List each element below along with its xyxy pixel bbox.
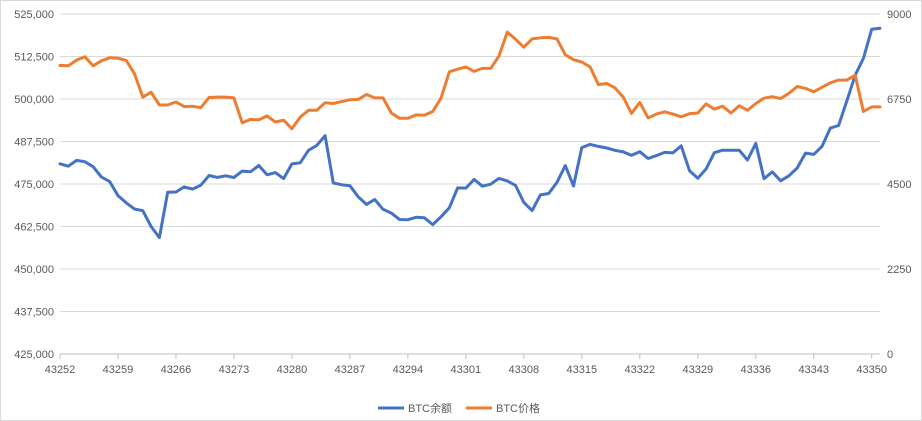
x-tick-label: 43329 bbox=[682, 364, 713, 376]
left-tick-label: 487,500 bbox=[14, 137, 54, 149]
x-tick-label: 43322 bbox=[625, 364, 656, 376]
x-tick-label: 43315 bbox=[567, 364, 598, 376]
left-tick-label: 425,000 bbox=[14, 349, 54, 361]
left-tick-label: 437,500 bbox=[14, 307, 54, 319]
x-tick-label: 43273 bbox=[219, 364, 250, 376]
x-tick-label: 43252 bbox=[45, 364, 76, 376]
x-tick-label: 43336 bbox=[740, 364, 771, 376]
series-line-1 bbox=[58, 30, 882, 131]
left-tick-label: 462,500 bbox=[14, 222, 54, 234]
left-axis-ticks: 425,000 437,500 450,000 462,500 475,000 487,5… bbox=[14, 9, 54, 361]
left-tick-label: 500,000 bbox=[14, 94, 54, 106]
left-tick-label: 450,000 bbox=[14, 264, 54, 276]
right-tick-label: 0 bbox=[887, 349, 893, 361]
left-tick-label: 475,000 bbox=[14, 179, 54, 191]
x-tick-label: 43301 bbox=[451, 364, 482, 376]
legend-label: BTC余额 bbox=[408, 401, 452, 415]
right-tick-label: 4500 bbox=[887, 179, 911, 191]
x-tick-label: 43287 bbox=[335, 364, 366, 376]
x-tick-label: 43259 bbox=[103, 364, 134, 376]
x-axis-ticks: 43252 43259 43266 43273 43280 43287 43294 43301… bbox=[45, 354, 887, 376]
right-tick-label: 6750 bbox=[887, 94, 911, 106]
series-lines bbox=[58, 26, 882, 240]
x-tick-label: 43308 bbox=[509, 364, 540, 376]
x-tick-label: 43343 bbox=[798, 364, 829, 376]
right-axis-ticks: 0 2250 4500 6750 9000 bbox=[887, 9, 911, 361]
series-line-0 bbox=[58, 26, 882, 240]
right-tick-label: 9000 bbox=[887, 9, 911, 21]
right-tick-label: 2250 bbox=[887, 264, 911, 276]
x-tick-label: 43280 bbox=[277, 364, 308, 376]
left-tick-label: 525,000 bbox=[14, 9, 54, 21]
legend: BTC余额 BTC价格 bbox=[378, 401, 540, 415]
left-tick-label: 512,500 bbox=[14, 52, 54, 64]
gridlines bbox=[60, 13, 880, 355]
x-tick-label: 43294 bbox=[393, 364, 424, 376]
x-tick-label: 43266 bbox=[161, 364, 192, 376]
legend-label: BTC价格 bbox=[496, 401, 540, 415]
x-tick-label: 43350 bbox=[856, 364, 887, 376]
